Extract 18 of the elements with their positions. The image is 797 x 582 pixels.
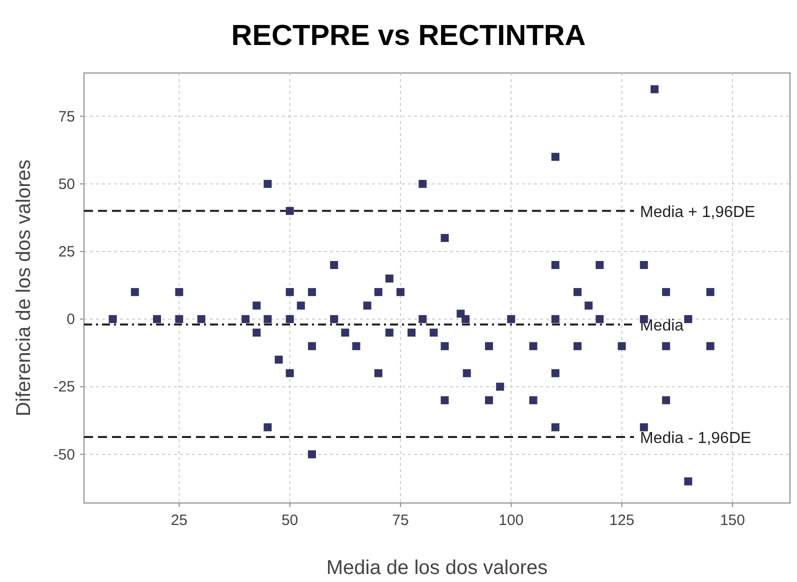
x-tick-label: 125 [609, 512, 634, 529]
ref-line-label: Media + 1,96DE [640, 204, 756, 221]
ref-line-label: Media - 1,96DE [640, 430, 752, 448]
y-tick-label: -25 [53, 378, 75, 396]
x-axis-title: Media de los dos valores [326, 557, 548, 579]
x-tick-label: 25 [170, 512, 188, 529]
y-tick-label: 50 [58, 176, 75, 193]
x-tick-label: 50 [281, 512, 298, 529]
y-tick-label: -50 [53, 446, 75, 464]
chart-title: RECTPRE vs RECTINTRA [231, 20, 586, 52]
y-tick-label: 0 [66, 311, 75, 328]
ref-line-label: Media [640, 318, 684, 335]
x-tick-label: 150 [720, 512, 745, 529]
y-axis-title: Diferencia de los dos valores [13, 160, 35, 416]
y-tick-label: 25 [58, 243, 75, 260]
x-tick-label: 100 [498, 512, 524, 529]
y-tick-label: 75 [58, 108, 75, 126]
x-tick-label: 75 [392, 512, 409, 529]
